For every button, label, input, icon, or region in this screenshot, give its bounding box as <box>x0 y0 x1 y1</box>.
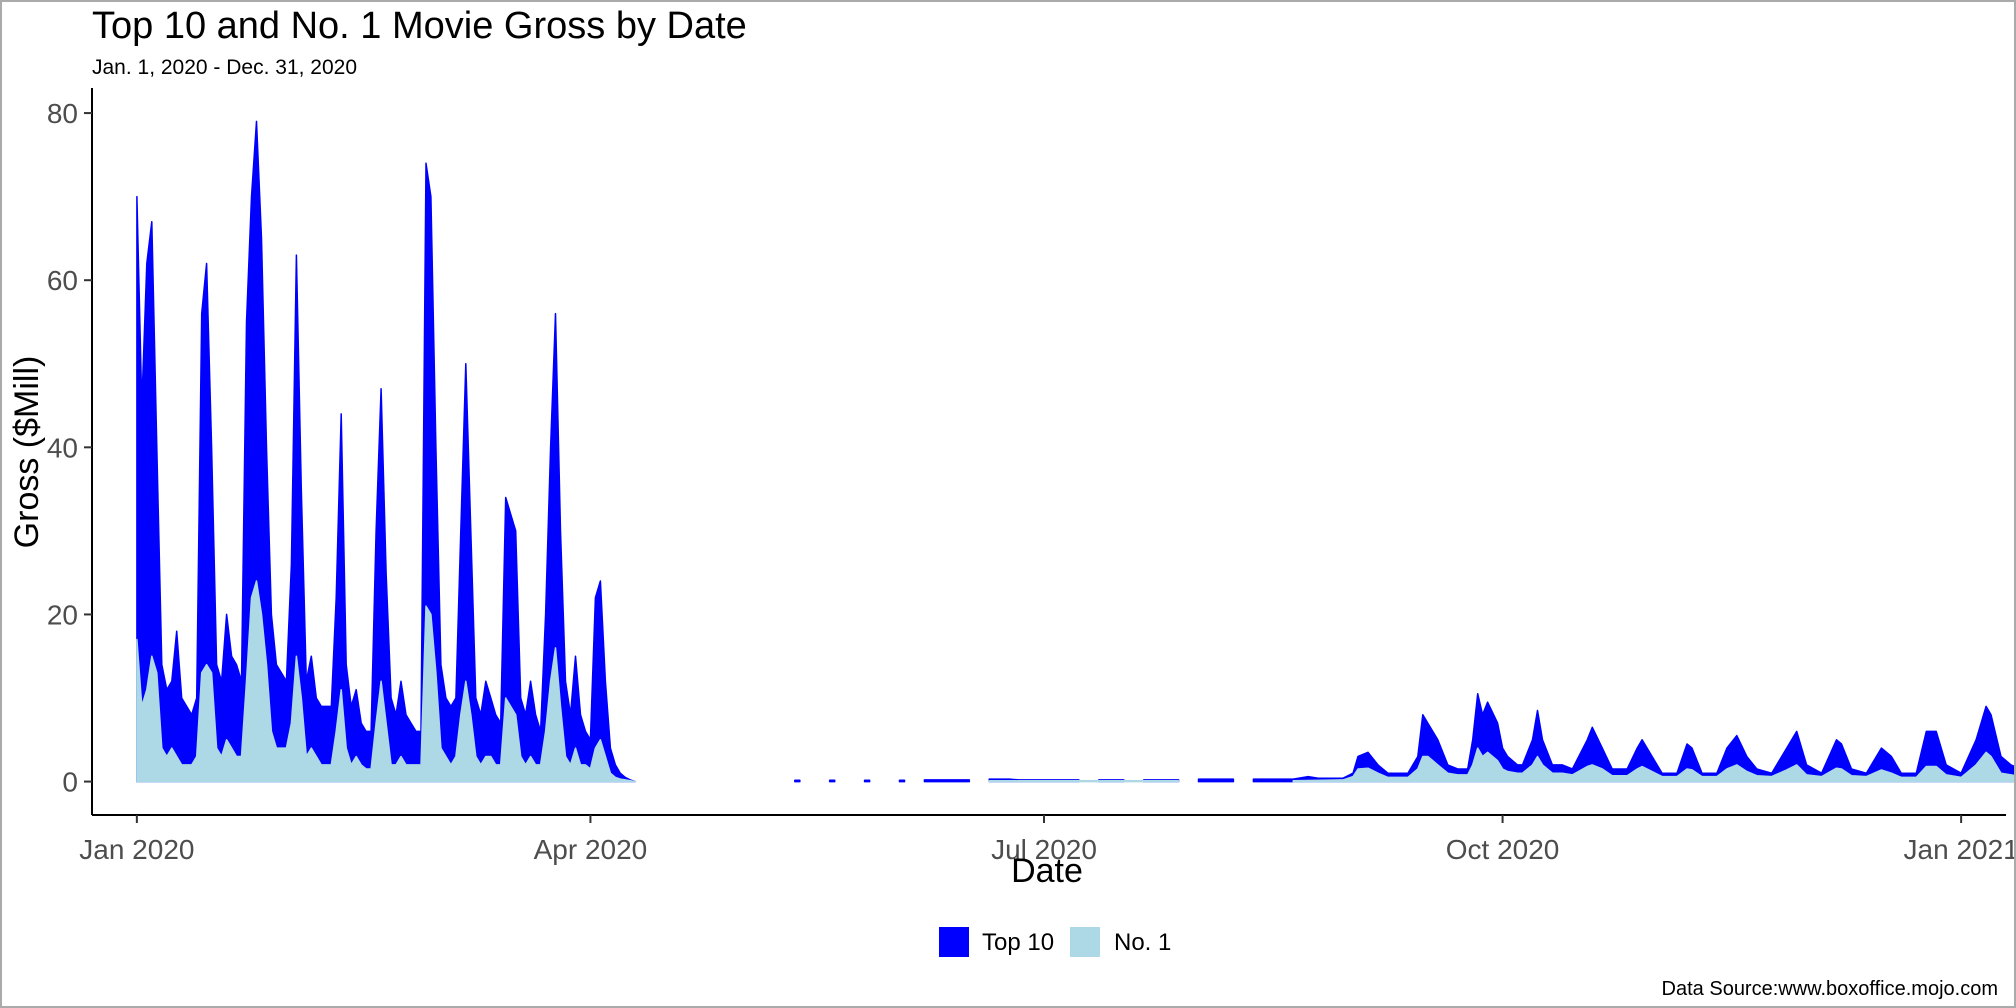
legend-swatch-top10 <box>939 927 969 957</box>
y-tick-label: 40 <box>47 432 78 463</box>
data-source-caption: Data Source:www.boxoffice.mojo.com <box>1662 978 1998 1000</box>
plot-areas <box>136 120 2014 783</box>
y-tick-label: 80 <box>47 98 78 129</box>
area-top10-segment-3 <box>863 779 871 783</box>
area-top10-segment-4 <box>898 779 906 783</box>
x-tick-label: Oct 2020 <box>1446 834 1560 865</box>
chart-title: Top 10 and No. 1 Movie Gross by Date <box>92 5 747 47</box>
area-no1-segment-1 <box>988 779 1180 783</box>
chart-subtitle: Jan. 1, 2020 - Dec. 31, 2020 <box>92 56 357 79</box>
area-top10-segment-2 <box>828 779 836 783</box>
y-axis-title: Gross ($Mill) <box>8 356 46 549</box>
area-top10-segment-10 <box>1252 693 2014 783</box>
y-axis-ticks: 0 20 40 60 80 <box>47 98 92 798</box>
y-tick-label: 20 <box>47 599 78 630</box>
y-tick-label: 0 <box>62 767 78 798</box>
legend-label-top10: Top 10 <box>982 929 1054 956</box>
area-top10-segment-5 <box>923 779 971 783</box>
x-axis-ticks: Jan 2020 Apr 2020 Jul 2020 Oct 2020 Jan 2021 <box>79 815 2014 865</box>
x-tick-label: Jul 2020 <box>991 834 1097 865</box>
area-top10-segment-9 <box>1197 778 1235 783</box>
y-tick-label: 60 <box>47 265 78 296</box>
legend-swatch-no1 <box>1070 927 1100 957</box>
x-tick-label: Jan 2021 <box>1904 834 2014 865</box>
x-tick-label: Apr 2020 <box>534 834 648 865</box>
legend: Top 10 No. 1 <box>939 927 1171 957</box>
area-no1-segment-2 <box>1292 747 2014 783</box>
area-no1-segment-0 <box>136 580 637 783</box>
legend-label-no1: No. 1 <box>1114 929 1171 956</box>
x-tick-label: Jan 2020 <box>79 834 194 865</box>
x-axis-title: Date <box>1011 852 1083 890</box>
area-top10-segment-1 <box>794 779 801 783</box>
